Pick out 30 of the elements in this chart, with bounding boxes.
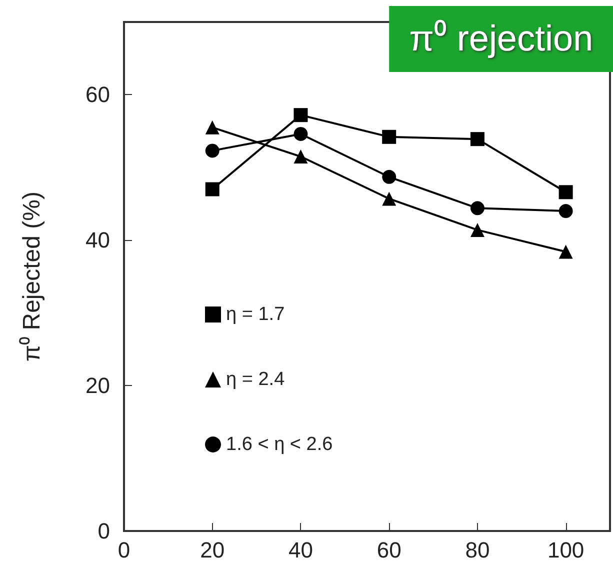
y-tick-label: 60 — [86, 82, 110, 108]
x-tick-label: 100 — [547, 538, 584, 562]
x-tick-label: 20 — [200, 538, 225, 562]
point — [294, 126, 308, 141]
y-tick-label: 20 — [86, 373, 110, 398]
point — [294, 108, 308, 122]
chart-title: π⁰ rejection — [409, 18, 594, 58]
point — [205, 144, 220, 158]
point — [470, 132, 484, 146]
point — [558, 204, 573, 218]
y-tick-label: 0 — [98, 518, 110, 544]
y-tick-label: 40 — [86, 228, 110, 253]
point — [294, 150, 308, 164]
x-tick-label: 40 — [288, 538, 313, 562]
x-tick-label: 0 — [118, 538, 130, 562]
point — [558, 185, 573, 200]
x-tick-label: 60 — [376, 538, 402, 562]
point — [205, 182, 220, 196]
point — [382, 192, 396, 206]
legend-label: 1.6 < η < 2.6 — [226, 434, 333, 455]
point — [382, 130, 396, 144]
point — [470, 201, 484, 216]
point — [382, 170, 396, 184]
x-tick-label: 80 — [465, 538, 490, 562]
y-axis-title: π⁰ Rejected (%) — [18, 192, 46, 362]
legend-label: η = 1.7 — [226, 304, 285, 325]
point — [470, 222, 484, 237]
point — [205, 120, 220, 134]
point — [558, 244, 573, 259]
legend-label: η = 2.4 — [226, 369, 286, 390]
